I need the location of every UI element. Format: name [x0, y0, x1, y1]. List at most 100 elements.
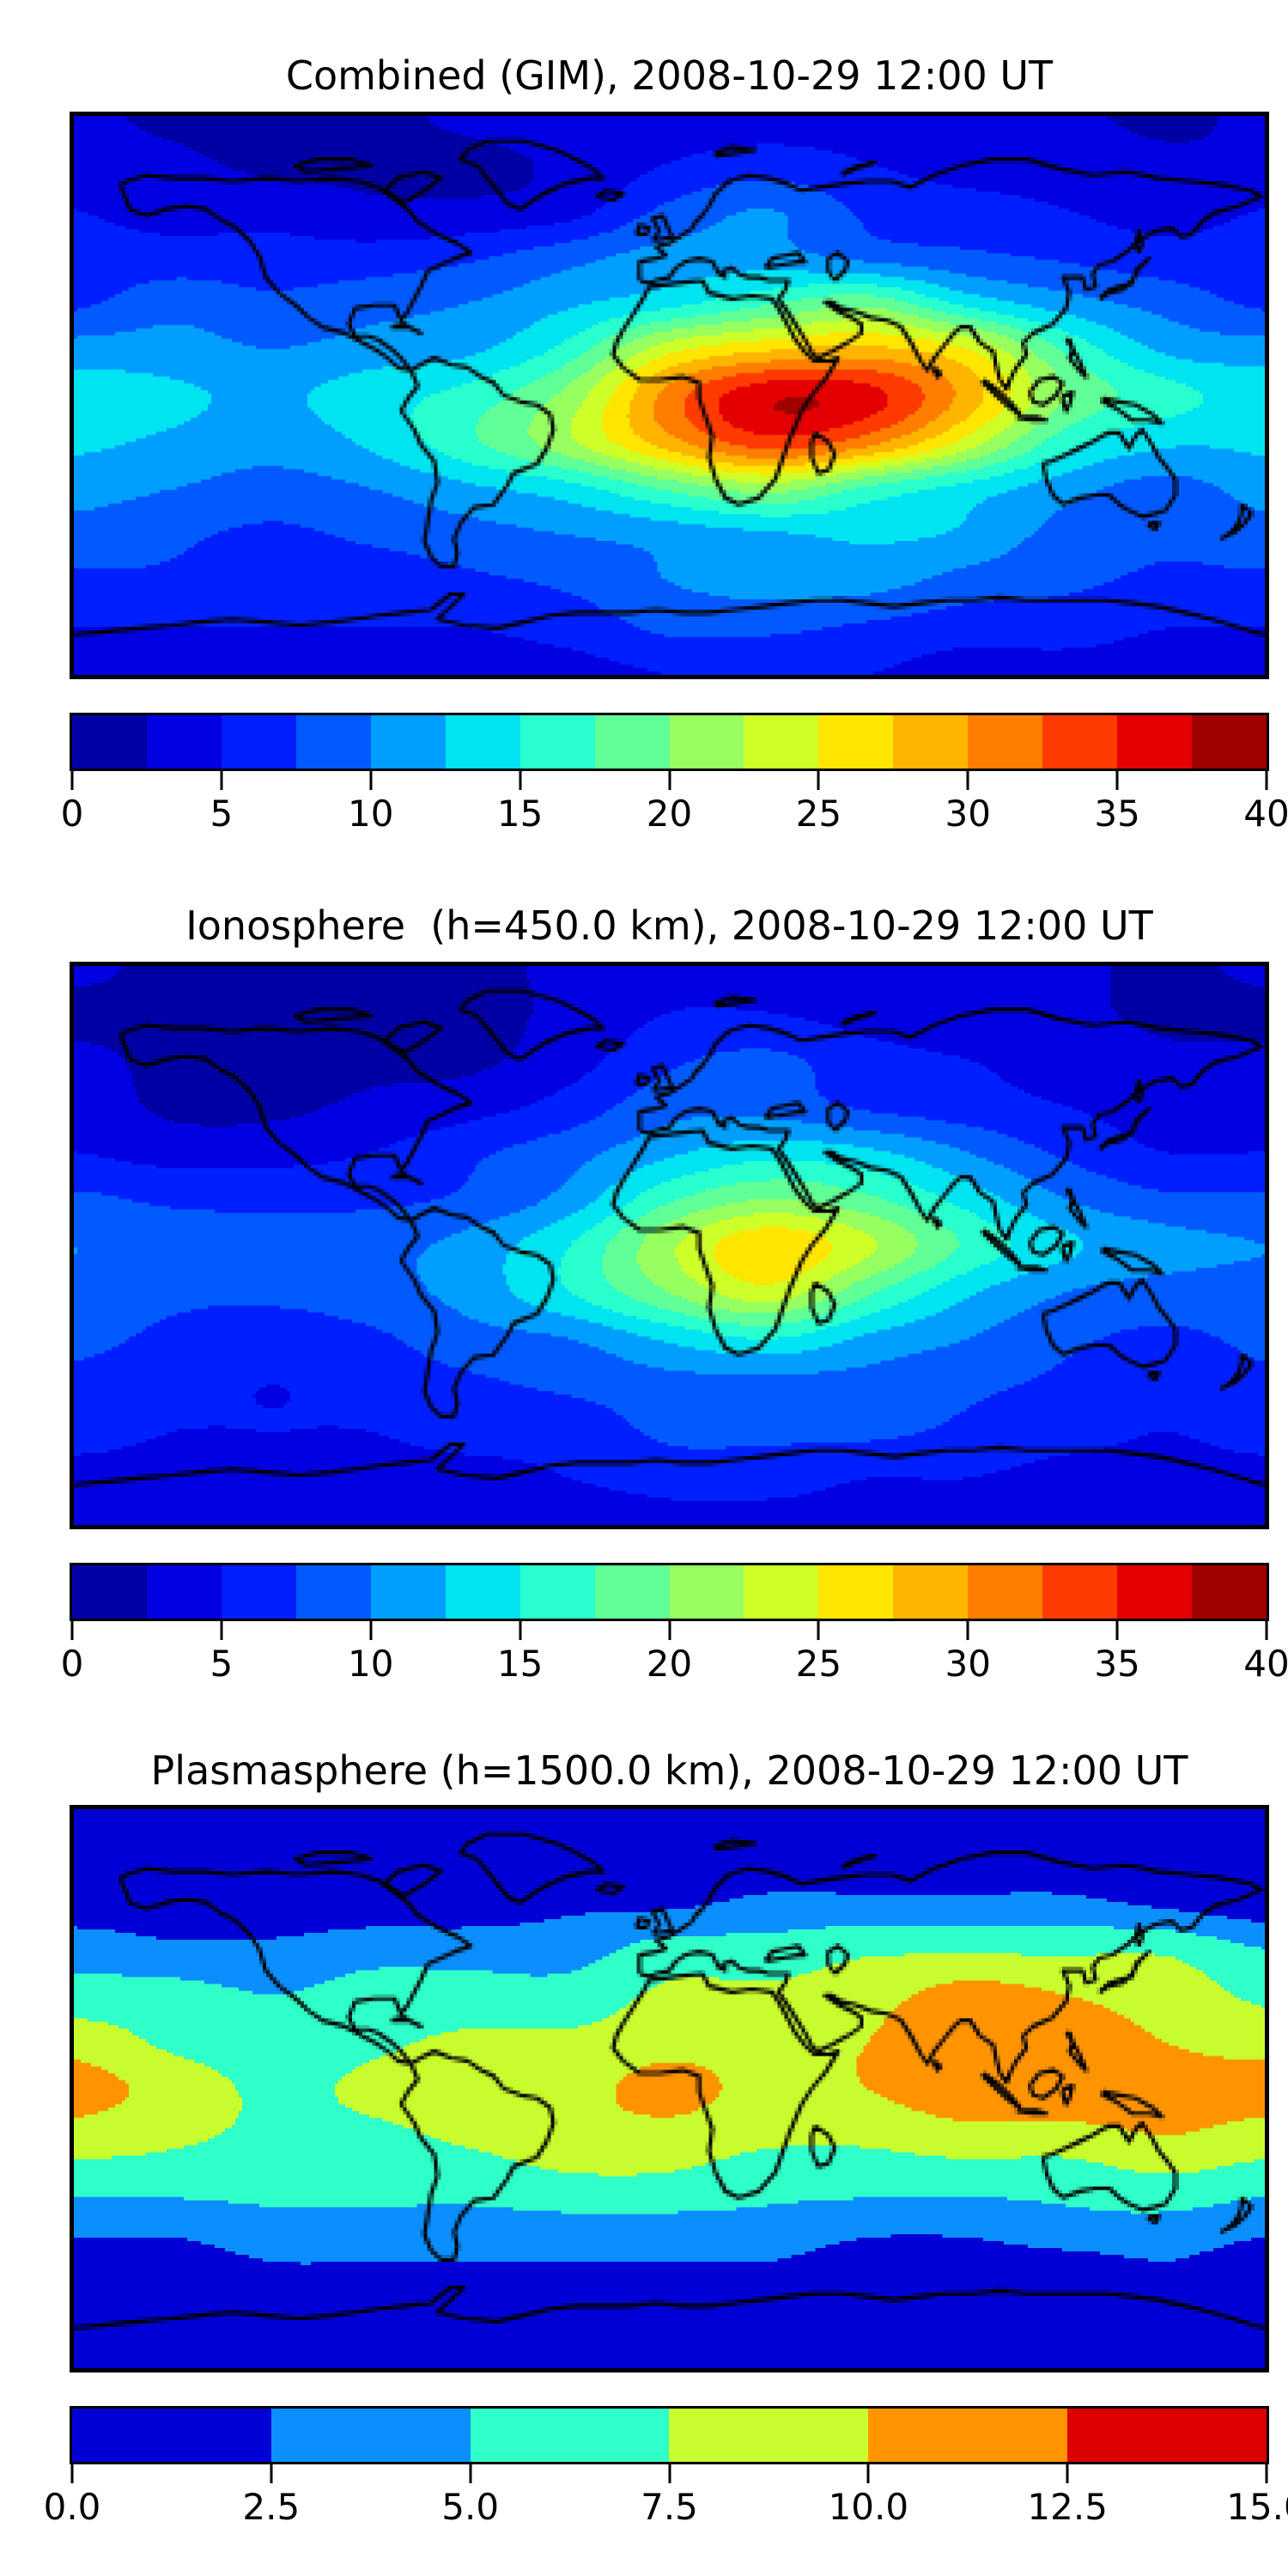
colorbar-tick — [668, 771, 671, 790]
colorbar-segment — [1042, 1565, 1118, 1619]
panel-ionosphere: Ionosphere (h=450.0 km), 2008-10-29 12:0… — [0, 850, 1288, 1700]
colorbar-segment — [1117, 715, 1193, 769]
colorbar-tick — [966, 1621, 969, 1640]
colorbar-tick-label: 40 — [1243, 1643, 1288, 1685]
colorbar-tick-label: 0 — [60, 1643, 84, 1685]
colorbar-tick-label: 20 — [646, 1643, 693, 1685]
colorbar-segment — [669, 2409, 869, 2462]
colorbar-tick-label: 40 — [1243, 793, 1288, 835]
colorbar-segment — [1117, 1565, 1193, 1619]
colorbar-tick — [369, 771, 373, 790]
colorbar-segment — [221, 1565, 296, 1619]
colorbar-segment — [744, 715, 819, 769]
colorbar-tick-label: 15 — [496, 793, 544, 835]
colorbar-segment — [818, 715, 894, 769]
colorbar-segment — [1192, 715, 1267, 769]
colorbar-segment — [1192, 1565, 1267, 1619]
panel-title-combined: Combined (GIM), 2008-10-29 12:00 UT — [285, 52, 1054, 99]
colorbar-segment — [594, 715, 670, 769]
panel-title-ionosphere: Ionosphere (h=450.0 km), 2008-10-29 12:0… — [185, 902, 1153, 949]
colorbar-tick-label: 10 — [348, 793, 394, 835]
colorbar-segment — [669, 1565, 744, 1619]
map-canvas-plasmasphere — [74, 1809, 1265, 2368]
colorbar-tick — [220, 1621, 223, 1640]
colorbar-tick — [1265, 2464, 1268, 2483]
colorbar-tick-label: 15.0 — [1226, 2486, 1288, 2528]
colorbar-segment — [669, 715, 744, 769]
colorbar-segment — [146, 715, 222, 769]
colorbar-tick-label: 0 — [60, 793, 84, 835]
colorbar-segment — [818, 1565, 894, 1619]
colorbar-tick — [668, 1621, 671, 1640]
colorbar-segment — [470, 2409, 670, 2462]
colorbar-segment — [519, 715, 595, 769]
colorbar-tick — [70, 1621, 74, 1640]
colorbar-ionosphere — [70, 1563, 1269, 1621]
colorbar-tick-label: 30 — [945, 793, 991, 835]
colorbar-segment — [893, 715, 969, 769]
colorbar-segment — [594, 1565, 670, 1619]
colorbar-tick — [469, 2464, 472, 2483]
colorbar-segment — [744, 1565, 819, 1619]
colorbar-tick-label: 15 — [496, 1643, 544, 1685]
colorbar-tick-label: 25 — [795, 793, 842, 835]
colorbar-tick-label: 0.0 — [43, 2486, 101, 2528]
colorbar-tick-label: 12.5 — [1027, 2486, 1108, 2528]
colorbar-tick — [817, 1621, 820, 1640]
colorbar-tick — [866, 2464, 870, 2483]
colorbar-tick — [1265, 771, 1268, 790]
colorbar-segment — [445, 715, 520, 769]
colorbar-plasmasphere — [70, 2406, 1269, 2464]
colorbar-tick — [1115, 771, 1119, 790]
colorbar-tick-label: 30 — [945, 1643, 991, 1685]
colorbar-tick-label: 5 — [210, 793, 234, 835]
colorbar-segment — [370, 1565, 446, 1619]
colorbar-tick — [270, 2464, 273, 2483]
colorbar-tick — [1265, 1621, 1268, 1640]
colorbar-tick-label: 5 — [210, 1643, 234, 1685]
map-combined-frame — [70, 112, 1269, 679]
colorbar-tick — [519, 771, 522, 790]
colorbar-tick-label: 10 — [348, 1643, 394, 1685]
panel-plasmasphere: Plasmasphere (h=1500.0 km), 2008-10-29 1… — [0, 1693, 1288, 2543]
colorbar-tick — [70, 2464, 74, 2483]
colorbar-tick — [1115, 1621, 1119, 1640]
colorbar-tick-label: 35 — [1094, 1643, 1140, 1685]
colorbar-segment — [295, 1565, 371, 1619]
colorbar-tick — [369, 1621, 373, 1640]
panel-combined-gim: Combined (GIM), 2008-10-29 12:00 UT 0 5 10… — [0, 0, 1288, 850]
colorbar-combined — [70, 713, 1269, 771]
colorbar-segment — [1042, 715, 1118, 769]
colorbar-segment — [519, 1565, 595, 1619]
map-canvas-combined — [74, 116, 1265, 675]
colorbar-segment — [445, 1565, 520, 1619]
colorbar-tick — [220, 771, 223, 790]
colorbar-segment — [295, 715, 371, 769]
colorbar-segment — [221, 715, 296, 769]
colorbar-segment — [72, 2409, 271, 2462]
colorbar-tick-label: 7.5 — [641, 2486, 698, 2528]
map-canvas-ionosphere — [74, 966, 1265, 1525]
colorbar-tick — [966, 771, 969, 790]
colorbar-segment — [72, 1565, 147, 1619]
colorbar-segment — [370, 715, 446, 769]
colorbar-segment — [968, 1565, 1043, 1619]
colorbar-segment — [1067, 2409, 1267, 2462]
colorbar-segment — [893, 1565, 969, 1619]
colorbar-tick-label: 10.0 — [828, 2486, 909, 2528]
map-ionosphere-frame — [70, 962, 1269, 1529]
colorbar-segment — [270, 2409, 471, 2462]
colorbar-segment — [146, 1565, 222, 1619]
colorbar-tick — [1066, 2464, 1069, 2483]
map-plasmasphere-frame — [70, 1805, 1269, 2372]
colorbar-tick — [817, 771, 820, 790]
colorbar-tick — [519, 1621, 522, 1640]
colorbar-segment — [72, 715, 147, 769]
colorbar-segment — [868, 2409, 1068, 2462]
colorbar-tick-label: 2.5 — [242, 2486, 301, 2528]
colorbar-tick-label: 25 — [795, 1643, 842, 1685]
colorbar-tick — [70, 771, 74, 790]
colorbar-tick-label: 5.0 — [441, 2486, 500, 2528]
panel-title-plasmasphere: Plasmasphere (h=1500.0 km), 2008-10-29 1… — [150, 1747, 1188, 1794]
